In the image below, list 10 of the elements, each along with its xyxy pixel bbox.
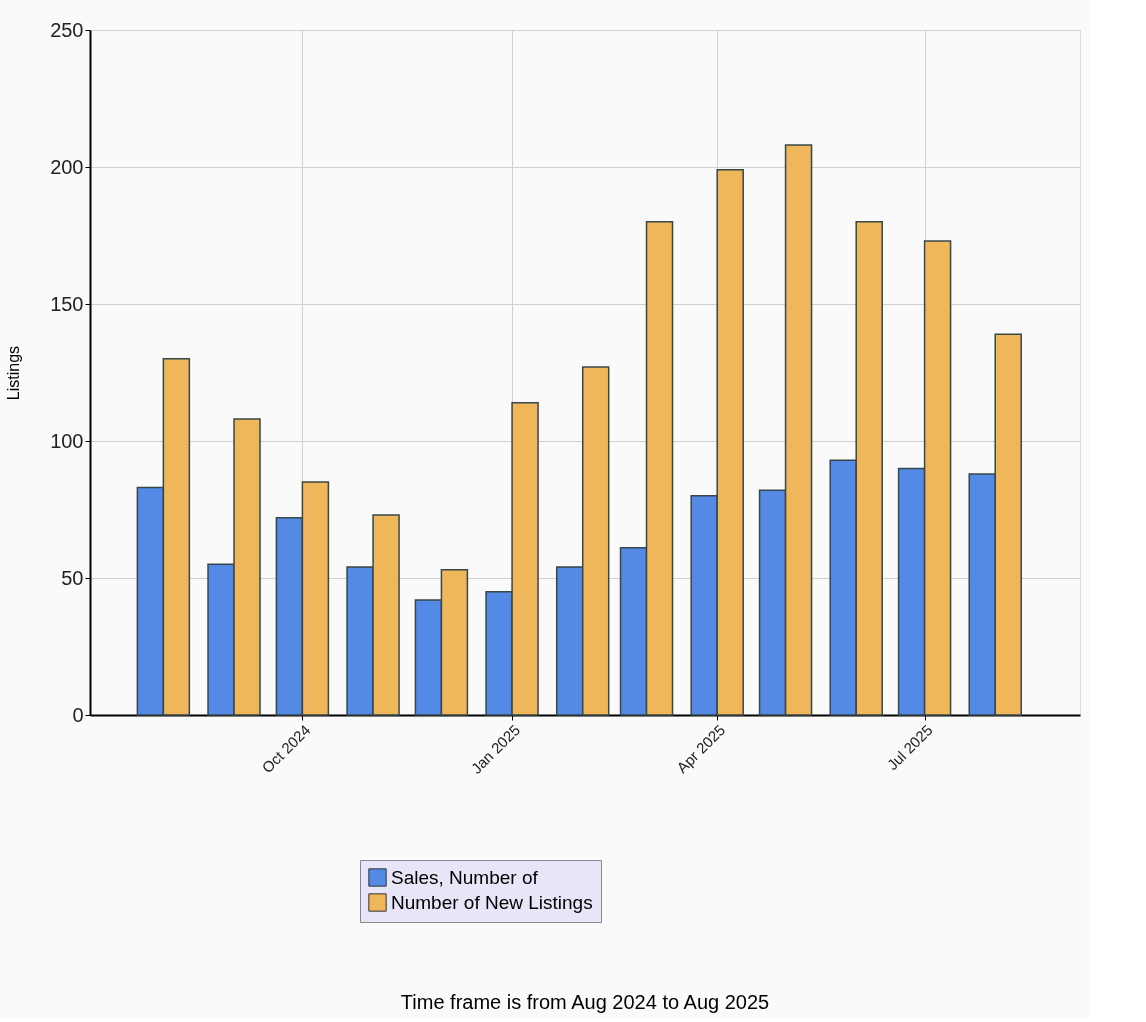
y-tick-label: 50 — [61, 566, 84, 589]
legend-label: Number of New Listings — [391, 891, 593, 913]
y-tick-label: 100 — [50, 429, 84, 452]
text: Time frame is from Aug 2024 to Aug 2025 — [400, 990, 770, 1013]
y-tick-label: 200 — [50, 155, 84, 178]
y-tick-label: 250 — [50, 18, 84, 41]
y-axis-title: Listings — [5, 345, 23, 401]
y-tick-label: 0 — [72, 703, 84, 726]
y-tick-label: 150 — [50, 292, 84, 315]
legend-label: Sales, Number of — [391, 866, 539, 888]
